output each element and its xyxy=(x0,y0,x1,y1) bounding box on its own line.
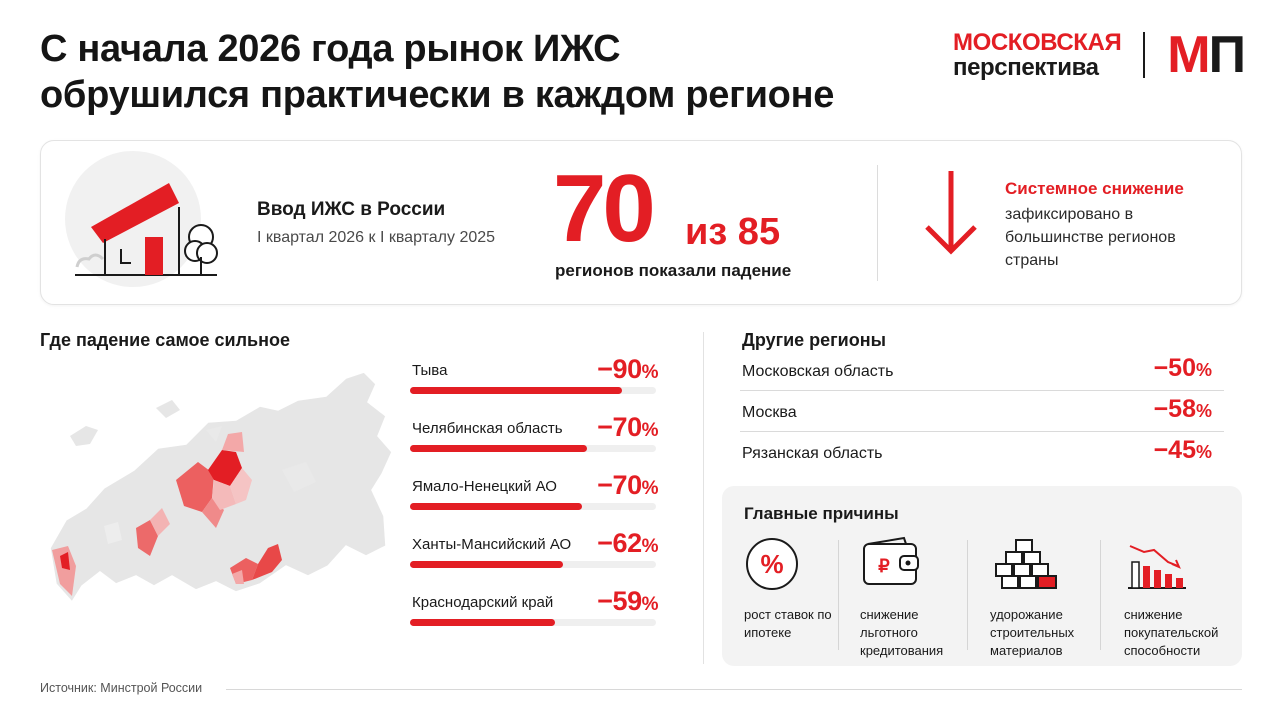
logo-mark-p: П xyxy=(1208,26,1246,84)
decline-value: −58% xyxy=(1154,395,1212,424)
russia-map xyxy=(49,371,393,604)
reason-item: ₽ снижение льготного кредитования xyxy=(860,534,978,660)
brand-logo: МОСКОВСКАЯ перспектива МП xyxy=(953,29,1246,81)
decline-unit: % xyxy=(641,594,659,615)
summary-label: Ввод ИЖС в России xyxy=(257,199,446,220)
decline-number: −62 xyxy=(597,528,642,558)
summary-period: I квартал 2026 к I кварталу 2025 xyxy=(257,229,496,246)
regions-count: 70 xyxy=(553,155,656,262)
wallet-icon: ₽ xyxy=(860,534,978,598)
reason-item: удорожание строительных материалов xyxy=(990,534,1108,660)
decline-value: −50% xyxy=(1154,354,1212,383)
decline-bar-fill xyxy=(410,619,556,626)
reason-text: рост ставок по ипотеке xyxy=(744,607,832,640)
decline-bar-fill xyxy=(410,387,622,394)
reason-divider xyxy=(1100,540,1101,650)
region-name: Ханты-Мансийский АО xyxy=(412,536,572,553)
regions-caption: регионов показали падение xyxy=(555,261,792,280)
decline-bar-track xyxy=(410,503,656,510)
decline-unit: % xyxy=(1195,401,1212,421)
reasons-heading: Главные причины xyxy=(744,504,899,523)
page-title: С начала 2026 года рынок ИЖС обрушился п… xyxy=(40,26,920,118)
decline-unit: % xyxy=(641,362,659,383)
decline-value: −90% xyxy=(597,354,658,385)
trend-text: зафиксировано в большинстве регионов стр… xyxy=(1005,206,1176,269)
percent-icon: % xyxy=(744,534,862,598)
title-line-2: обрушился практически в каждом регионе xyxy=(40,74,835,116)
decline-number: −90 xyxy=(597,354,642,384)
decline-bar-track xyxy=(410,619,656,626)
region-name: Челябинская область xyxy=(412,420,563,437)
main-reasons-panel: Главные причины % рост ставок по ипотеке… xyxy=(722,486,1242,666)
footer-divider xyxy=(226,689,1242,690)
logo-line-2: перспектива xyxy=(953,54,1099,81)
decline-number: −70 xyxy=(597,470,642,500)
region-name: Рязанская область xyxy=(742,445,883,462)
decline-bar-track xyxy=(410,561,656,568)
list-item: Ямало-Ненецкий АО −70% xyxy=(410,470,660,528)
decline-unit: % xyxy=(641,420,659,441)
decline-number: −58 xyxy=(1153,395,1196,423)
list-item: Московская область −50% xyxy=(740,350,1224,391)
strongest-heading: Где падение самое сильное xyxy=(40,330,291,350)
decline-bar-fill xyxy=(410,503,583,510)
reason-text: удорожание строительных материалов xyxy=(990,607,1075,658)
list-item: Москва −58% xyxy=(740,391,1224,432)
reason-divider xyxy=(967,540,968,650)
other-regions-list: Московская область −50% Москва −58% Ряза… xyxy=(740,350,1224,473)
list-item: Рязанская область −45% xyxy=(740,432,1224,473)
logo-mark-m: М xyxy=(1167,26,1210,84)
list-item: Челябинская область −70% xyxy=(410,412,660,470)
decline-value: −70% xyxy=(597,470,658,501)
logo-divider xyxy=(1143,32,1146,78)
decline-value: −62% xyxy=(597,528,658,559)
house-icon xyxy=(75,183,218,276)
logo-line-1: МОСКОВСКАЯ xyxy=(953,29,1122,56)
decline-unit: % xyxy=(1195,360,1212,380)
title-line-1: С начала 2026 года рынок ИЖС xyxy=(40,28,621,70)
reason-item: % рост ставок по ипотеке xyxy=(744,534,862,642)
decline-bar-track xyxy=(410,387,656,394)
logo-monogram: МП xyxy=(1167,29,1246,81)
region-name: Москва xyxy=(742,404,797,421)
decline-unit: % xyxy=(1195,442,1212,462)
regions-total: из 85 xyxy=(685,211,781,253)
logo-wordmark: МОСКОВСКАЯ перспектива xyxy=(953,29,1122,81)
strongest-decline-list: Тыва −90% Челябинская область −70% Ямало… xyxy=(410,354,660,644)
list-item: Ханты-Мансийский АО −62% xyxy=(410,528,660,586)
decline-bar-fill xyxy=(410,445,588,452)
list-item: Тыва −90% xyxy=(410,354,660,412)
decline-unit: % xyxy=(641,478,659,499)
reason-divider xyxy=(838,540,839,650)
section-divider xyxy=(703,332,704,664)
region-name: Краснодарский край xyxy=(412,594,554,611)
other-regions-heading: Другие регионы xyxy=(742,330,886,350)
svg-text:₽: ₽ xyxy=(878,556,890,576)
decline-unit: % xyxy=(641,536,659,557)
summary-card: Ввод ИЖС в России I квартал 2026 к I ква… xyxy=(40,140,1242,305)
decline-value: −45% xyxy=(1154,436,1212,465)
decline-number: −45 xyxy=(1153,436,1196,464)
decline-number: −59 xyxy=(597,586,642,616)
decline-number: −70 xyxy=(597,412,642,442)
arrow-down-icon xyxy=(925,171,977,255)
region-name: Московская область xyxy=(742,363,894,380)
svg-text:%: % xyxy=(760,549,783,579)
region-name: Тыва xyxy=(412,362,448,379)
decline-value: −59% xyxy=(597,586,658,617)
summary-divider xyxy=(877,165,878,281)
reason-text: снижение льготного кредитования xyxy=(860,607,944,658)
bricks-icon xyxy=(990,534,1108,598)
decline-number: −50 xyxy=(1153,354,1196,382)
decline-bar-track xyxy=(410,445,656,452)
decline-bar-fill xyxy=(410,561,563,568)
reason-item: снижение покупательской способности xyxy=(1124,534,1242,660)
source-note: Источник: Минстрой России xyxy=(40,681,203,695)
region-name: Ямало-Ненецкий АО xyxy=(412,478,557,495)
list-item: Краснодарский край −59% xyxy=(410,586,660,644)
reason-text: снижение покупательской способности xyxy=(1124,607,1219,658)
trend-title: Системное снижение xyxy=(1005,179,1184,198)
decline-value: −70% xyxy=(597,412,658,443)
declining-chart-icon xyxy=(1124,534,1242,598)
